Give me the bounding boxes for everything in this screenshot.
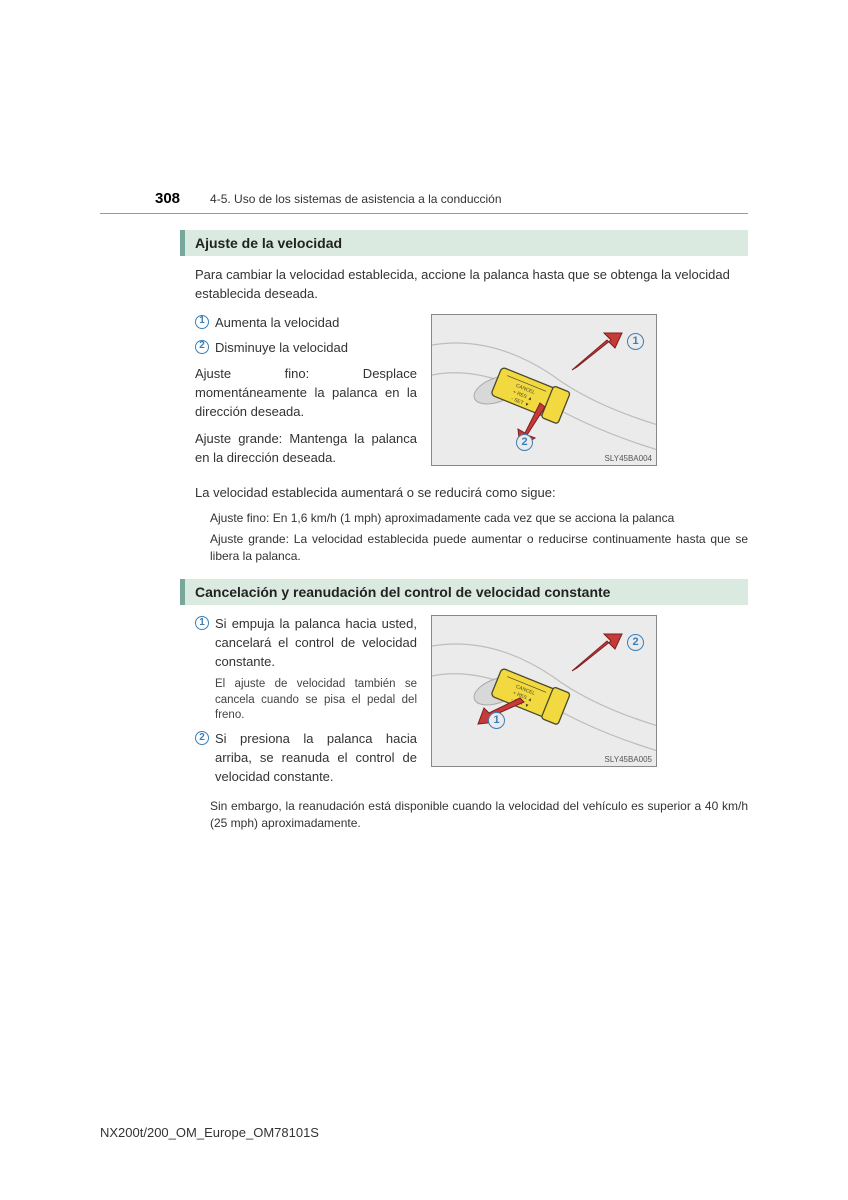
lever-diagram2-icon: CANCEL + RES ▲ - SET ▼ [432, 616, 657, 767]
section1-intro: Para cambiar la velocidad establecida, a… [195, 266, 748, 304]
lever-diagram-icon: CANCEL + RES ▲ - SET ▼ [432, 315, 657, 466]
footer-doc-id: NX200t/200_OM_Europe_OM78101S [100, 1125, 319, 1140]
section2-item1-note: El ajuste de velocidad también se cancel… [215, 677, 417, 724]
section2-item2: 2 Si presiona la palanca hacia arriba, s… [195, 730, 417, 787]
section1-sub-block: Ajuste fino: En 1,6 km/h (1 mph) aproxim… [210, 510, 748, 564]
section2-left: 1 Si empuja la palanca hacia usted, canc… [195, 615, 417, 793]
figure2-callout-2: 2 [627, 634, 644, 651]
section1-para1: Ajuste fino: Desplace momentáneamente la… [195, 365, 417, 422]
section1-item1: 1 Aumenta la velocidad [195, 314, 417, 333]
figure-speed-adjust: CANCEL + RES ▲ - SET ▼ 1 2 SLY45BA004 [431, 314, 657, 466]
section2-item1-text: Si empuja la palanca hacia usted, cancel… [215, 615, 417, 672]
figure1-callout-1: 1 [627, 333, 644, 350]
section1-after: La velocidad establecida aumentará o se … [195, 484, 748, 503]
section1-after-block: La velocidad establecida aumentará o se … [195, 484, 748, 503]
circled-2-icon: 2 [195, 340, 209, 354]
header-rule [100, 213, 748, 214]
section-reference: 4-5. Uso de los sistemas de asistencia a… [210, 192, 502, 206]
section2-after: Sin embargo, la reanudación está disponi… [210, 798, 748, 832]
section1-item1-text: Aumenta la velocidad [215, 314, 339, 333]
figure1-callout-2: 2 [516, 434, 533, 451]
page: 308 4-5. Uso de los sistemas de asistenc… [0, 0, 848, 832]
figure-cancel-resume: CANCEL + RES ▲ - SET ▼ 1 2 SLY45BA005 [431, 615, 657, 767]
page-header: 308 4-5. Uso de los sistemas de asistenc… [100, 190, 748, 207]
figure2-label: SLY45BA005 [605, 755, 652, 764]
section1-sub2: Ajuste grande: La velocidad establecida … [210, 531, 748, 565]
section2-figure-col: CANCEL + RES ▲ - SET ▼ 1 2 SLY45BA005 [431, 615, 657, 793]
circled-1b-icon: 1 [195, 616, 209, 630]
section2-item2-text: Si presiona la palanca hacia arriba, se … [215, 730, 417, 787]
section1-left: 1 Aumenta la velocidad 2 Disminuye la ve… [195, 314, 417, 476]
page-number: 308 [155, 190, 180, 207]
section2-columns: 1 Si empuja la palanca hacia usted, canc… [195, 615, 748, 793]
circled-1-icon: 1 [195, 315, 209, 329]
section-heading-ajuste: Ajuste de la velocidad [180, 230, 748, 256]
section1-item2-text: Disminuye la velocidad [215, 339, 348, 358]
figure2-callout-1: 1 [488, 712, 505, 729]
section1-columns: 1 Aumenta la velocidad 2 Disminuye la ve… [195, 314, 748, 476]
section1-item2: 2 Disminuye la velocidad [195, 339, 417, 358]
section-heading-cancel: Cancelación y reanudación del control de… [180, 579, 748, 605]
section2-after-block: Sin embargo, la reanudación está disponi… [210, 798, 748, 832]
circled-2b-icon: 2 [195, 731, 209, 745]
section1-intro-block: Para cambiar la velocidad establecida, a… [195, 266, 748, 304]
section1-figure-col: CANCEL + RES ▲ - SET ▼ 1 2 SLY45BA004 [431, 314, 657, 476]
section1-sub1: Ajuste fino: En 1,6 km/h (1 mph) aproxim… [210, 510, 748, 527]
section2-item1: 1 Si empuja la palanca hacia usted, canc… [195, 615, 417, 672]
section1-para2: Ajuste grande: Mantenga la palanca en la… [195, 430, 417, 468]
figure1-label: SLY45BA004 [605, 454, 652, 463]
